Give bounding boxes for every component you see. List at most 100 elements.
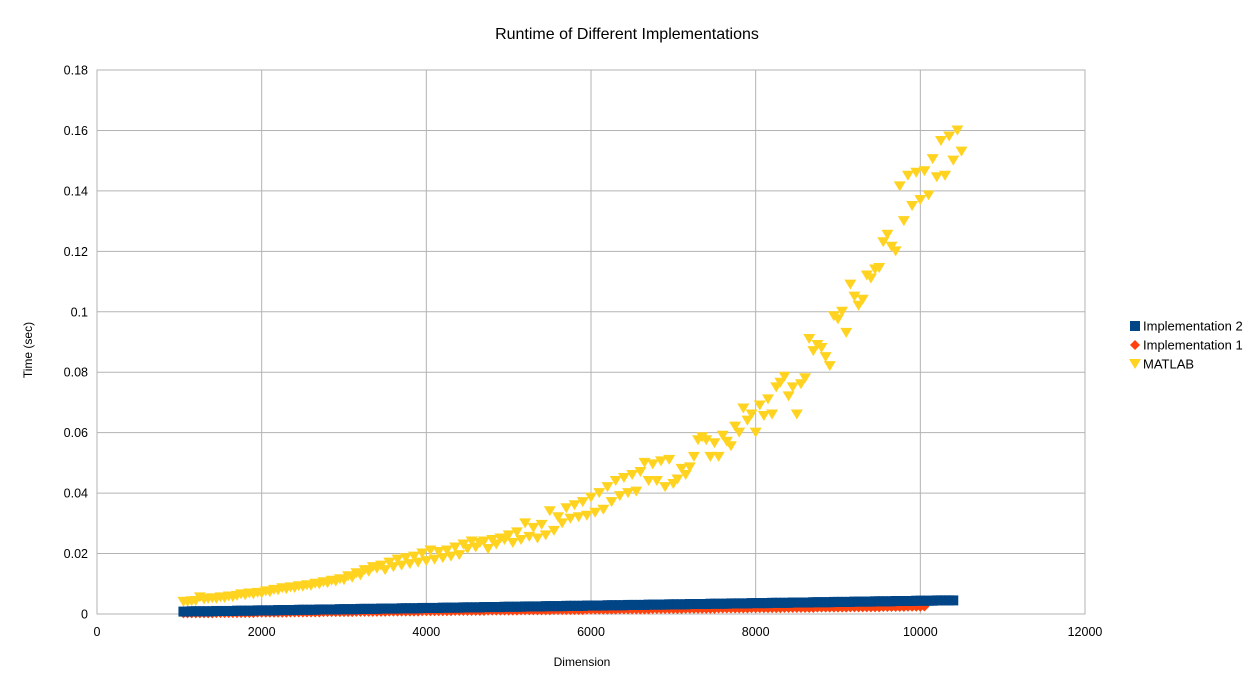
data-point [782,391,795,402]
data-point [407,551,420,562]
data-point [873,262,886,273]
data-point [683,462,696,473]
data-point [729,421,742,432]
data-point [712,451,725,462]
data-point [848,291,861,302]
x-tick-label: 6000 [577,625,605,639]
data-point [412,557,425,568]
y-axis-ticks: 0 0.02 0.04 0.06 0.08 0.1 0.12 0.14 0.16 0.18 [64,64,88,622]
data-point [704,451,717,462]
data-point [832,314,844,325]
data-point [803,333,816,344]
data-point [531,533,544,544]
data-point [663,454,676,465]
y-tick-label: 0.12 [64,245,88,259]
data-point [436,553,449,564]
data-point [519,518,532,529]
legend-entry: Implementation 2 [1143,319,1243,334]
data-point [774,377,787,388]
data-point [552,512,565,523]
data-point [914,194,927,205]
x-tick-label: 8000 [742,625,770,639]
y-axis-label: Time (sec) [21,322,35,378]
data-point [926,154,939,165]
data-point [675,463,688,474]
data-point [527,522,540,533]
data-point [420,556,433,567]
y-tick-label: 0.04 [64,487,88,501]
data-point [955,146,968,157]
series-implementation-2 [178,595,959,617]
data-point [510,527,523,538]
legend-marker [1129,359,1141,369]
data-point [790,409,803,420]
data-point [399,553,412,564]
data-point [700,435,713,446]
data-point [856,294,869,305]
data-point [613,491,626,502]
data-point [416,548,429,559]
data-point [934,136,947,147]
data-point [622,488,635,499]
y-tick-label: 0.16 [64,124,88,138]
data-point [572,512,585,523]
data-point [741,415,754,426]
data-point [745,409,758,420]
data-point [576,497,589,508]
legend-entry: Implementation 1 [1143,338,1243,353]
data-point [753,400,766,411]
data-point [543,506,556,517]
data-point [449,542,462,553]
data-point [708,438,721,449]
data-point [453,550,466,561]
data-point [766,409,779,420]
data-point [482,544,495,555]
data-point [807,346,820,357]
data-point [630,486,643,497]
data-point [840,327,853,338]
data-point [951,125,964,136]
data-point [568,500,581,511]
data-point [646,459,659,470]
data-point [605,497,618,508]
data-point [922,190,935,201]
data-point [757,411,770,422]
data-point [877,237,890,248]
data-point [387,562,400,573]
data-point [749,427,762,438]
x-tick-label: 2000 [248,625,276,639]
data-point [539,530,552,541]
data-point [864,273,877,284]
data-point [794,379,807,390]
y-tick-label: 0 [81,608,88,622]
y-tick-label: 0.06 [64,426,88,440]
y-tick-label: 0.08 [64,366,88,380]
data-point [930,172,943,183]
data-point [819,352,832,363]
data-point [535,519,548,530]
data-point [943,131,956,142]
data-point [597,504,610,515]
data-point [947,155,960,166]
chart-title: Runtime of Different Implementations [495,26,759,43]
data-point [881,229,894,240]
data-point [893,181,906,192]
data-point [799,373,812,384]
x-tick-label: 10000 [903,625,938,639]
data-point [852,300,865,311]
series-layer [177,125,968,619]
data-point [910,167,923,178]
data-point [906,201,919,211]
data-point [679,469,692,480]
legend-marker [1130,321,1140,331]
data-point [556,518,569,529]
data-point [778,371,791,382]
data-point [654,456,667,467]
data-point [724,441,737,452]
data-point [428,554,441,565]
data-point [506,537,519,548]
y-tick-label: 0.14 [64,184,88,198]
data-point [716,430,729,441]
data-point [391,554,404,565]
